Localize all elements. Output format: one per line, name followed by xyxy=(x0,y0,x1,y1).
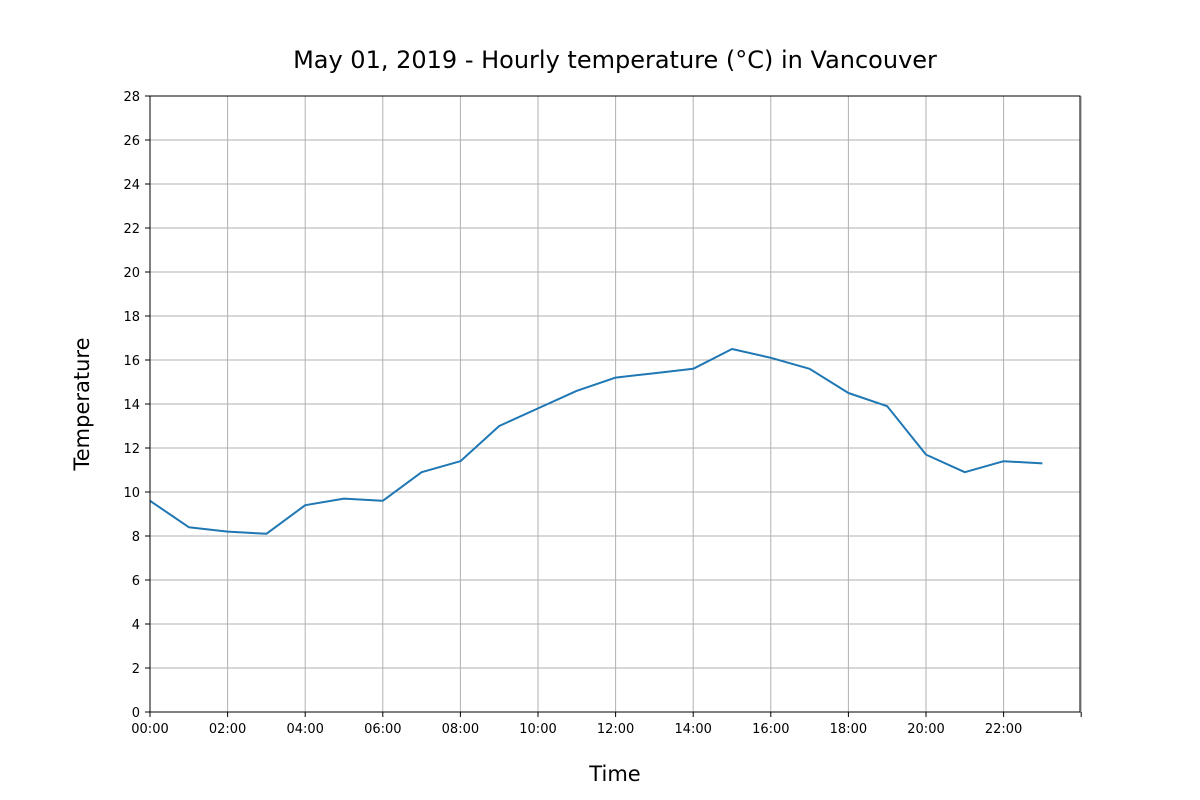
y-tick-label: 28 xyxy=(123,90,140,105)
x-axis-label: Time xyxy=(588,762,640,786)
chart-title: May 01, 2019 - Hourly temperature (°C) i… xyxy=(293,46,937,74)
y-tick-label: 12 xyxy=(123,442,140,457)
x-tick-label: 06:00 xyxy=(364,722,401,737)
series-line xyxy=(149,348,1043,535)
x-tick-label: 20:00 xyxy=(907,722,944,737)
y-tick-label: 14 xyxy=(123,398,140,413)
x-tick-label: 00:00 xyxy=(131,722,168,737)
x-tick-label: 12:00 xyxy=(597,722,634,737)
x-tick-label: 22:00 xyxy=(985,722,1022,737)
y-tick-label: 8 xyxy=(132,530,140,545)
x-tick-label: 08:00 xyxy=(442,722,479,737)
y-tick-label: 18 xyxy=(123,310,140,325)
grid xyxy=(149,95,1082,713)
y-tick-label: 2 xyxy=(132,662,140,677)
x-tick-label: 02:00 xyxy=(209,722,246,737)
y-tick-label: 26 xyxy=(123,134,140,149)
y-tick-label: 16 xyxy=(123,354,140,369)
tick-marks xyxy=(145,95,1082,717)
x-tick-label: 18:00 xyxy=(830,722,867,737)
y-tick-label: 10 xyxy=(123,486,140,501)
y-tick-label: 22 xyxy=(123,222,140,237)
y-tick-label: 6 xyxy=(132,574,140,589)
x-tick-labels: 00:00 02:00 04:00 06:00 08:00 10:00 12:00 14:00… xyxy=(131,722,1022,737)
y-tick-label: 0 xyxy=(132,706,140,721)
x-tick-label: 04:00 xyxy=(286,722,323,737)
series-layer xyxy=(149,348,1043,535)
x-tick-label: 16:00 xyxy=(752,722,789,737)
y-tick-label: 4 xyxy=(132,618,140,633)
y-axis-label: Temperature xyxy=(70,337,94,471)
x-tick-label: 10:00 xyxy=(519,722,556,737)
y-tick-label: 20 xyxy=(123,266,140,281)
y-tick-label: 24 xyxy=(123,178,140,193)
x-tick-label: 14:00 xyxy=(674,722,711,737)
